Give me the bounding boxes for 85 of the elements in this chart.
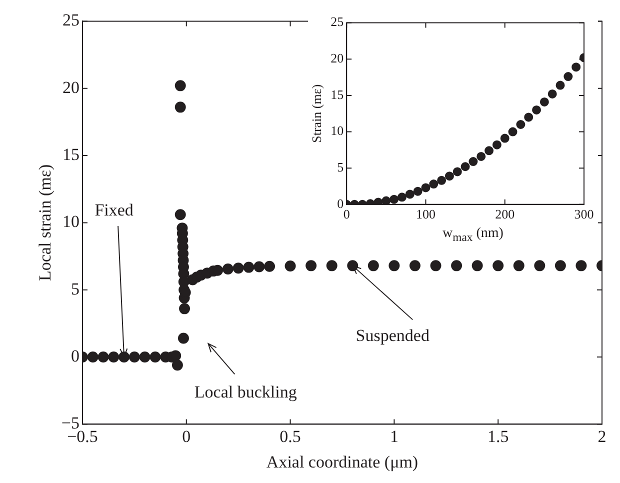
y-axis-title: Strain (mε) xyxy=(309,84,324,143)
y-tick-label: 0 xyxy=(337,196,344,211)
y-axis-title: Local strain (mε) xyxy=(36,164,55,282)
point xyxy=(306,260,317,272)
point xyxy=(179,303,190,314)
y-tick-label: 20 xyxy=(62,78,80,97)
point xyxy=(174,102,186,113)
point xyxy=(178,332,189,344)
x-tick-label: 2 xyxy=(598,426,606,446)
point xyxy=(222,264,234,275)
point xyxy=(174,209,186,220)
y-tick-label: 25 xyxy=(62,10,80,30)
point xyxy=(548,89,557,98)
point xyxy=(540,97,549,106)
x-tick-label: 0 xyxy=(182,426,191,446)
point xyxy=(87,352,98,363)
x-tick-label: 200 xyxy=(495,206,515,222)
x-tick-label: 300 xyxy=(574,206,594,222)
point xyxy=(534,260,546,272)
point xyxy=(524,112,534,122)
point xyxy=(397,192,406,202)
point xyxy=(409,260,420,272)
point xyxy=(472,260,483,272)
point xyxy=(232,262,244,274)
point xyxy=(556,80,565,90)
point xyxy=(572,62,581,72)
point xyxy=(388,260,400,272)
point xyxy=(468,157,478,166)
point xyxy=(264,260,276,272)
point xyxy=(128,352,140,363)
point xyxy=(516,120,526,129)
annotation: Suspended xyxy=(356,326,430,346)
y-tick-label: 25 xyxy=(330,14,344,30)
point xyxy=(390,194,399,204)
point xyxy=(532,105,542,114)
y-tick-label: 5 xyxy=(337,160,344,174)
x-tick-label: 0.5 xyxy=(280,426,301,446)
x-tick-label: 100 xyxy=(416,206,436,222)
point xyxy=(508,127,518,136)
point xyxy=(150,352,161,363)
point xyxy=(460,162,470,172)
point xyxy=(451,260,462,272)
y-tick-label: 15 xyxy=(330,86,344,102)
point xyxy=(374,198,383,204)
point xyxy=(243,262,254,273)
y-tick-label: −5 xyxy=(61,414,80,433)
annotation: Local buckling xyxy=(194,382,298,402)
point xyxy=(554,260,566,272)
point xyxy=(421,183,430,192)
x-tick-label: 1 xyxy=(390,426,398,446)
x-axis-title: Axial coordinate (μm) xyxy=(266,452,418,472)
point xyxy=(437,176,446,185)
point xyxy=(430,260,442,272)
point xyxy=(484,146,494,156)
point xyxy=(492,140,502,150)
y-tick-label: 15 xyxy=(62,145,80,164)
point xyxy=(98,352,109,363)
y-tick-label: 10 xyxy=(62,212,80,232)
y-tick-label: 10 xyxy=(330,123,344,138)
point xyxy=(254,261,265,272)
point xyxy=(444,172,454,181)
point xyxy=(492,260,504,272)
y-tick-label: 5 xyxy=(70,279,80,298)
point xyxy=(452,167,462,176)
point xyxy=(284,260,296,272)
y-tick-label: 20 xyxy=(330,50,344,66)
point xyxy=(476,152,486,161)
x-axis-title: w$_{max}$ (nm) xyxy=(442,226,504,244)
point xyxy=(413,186,422,196)
point xyxy=(564,72,573,82)
point xyxy=(513,260,524,272)
point xyxy=(368,260,379,272)
point xyxy=(429,180,438,189)
y-tick-label: 0 xyxy=(70,346,80,366)
point xyxy=(576,260,587,272)
annotation: Fixed xyxy=(94,200,134,220)
point xyxy=(382,196,391,204)
point xyxy=(108,352,120,363)
point xyxy=(174,80,186,92)
point xyxy=(326,260,338,272)
point xyxy=(500,134,510,143)
point xyxy=(139,352,150,363)
x-tick-label: 1.5 xyxy=(487,426,509,446)
point xyxy=(172,360,183,371)
point xyxy=(405,190,414,199)
